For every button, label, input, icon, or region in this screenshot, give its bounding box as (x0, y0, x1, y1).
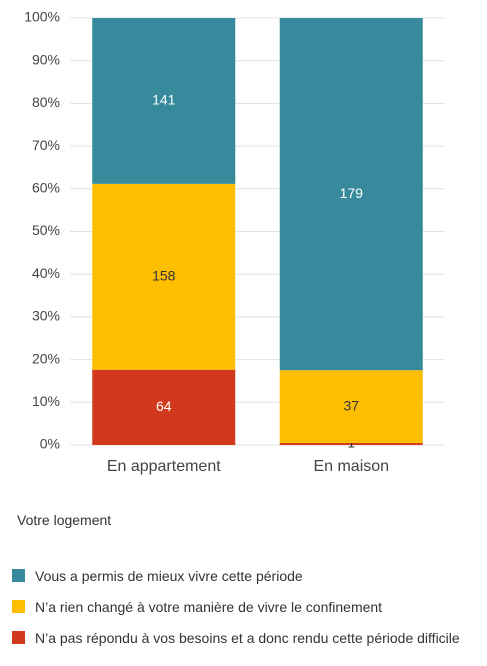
y-tick-label: 10% (32, 393, 60, 409)
bar-segment (92, 369, 236, 445)
x-tick-label: En maison (313, 458, 389, 475)
bar-segment (279, 370, 423, 444)
legend: Vous a permis de mieux vivre cette pério… (12, 566, 482, 659)
legend-swatch (12, 569, 25, 582)
data-label: 37 (343, 397, 359, 413)
y-tick-label: 70% (32, 137, 60, 153)
y-tick-label: 0% (40, 436, 60, 452)
y-tick-label: 20% (32, 350, 60, 366)
bar-segment (279, 443, 423, 445)
bar-segment (279, 18, 423, 371)
legend-label: Vous a permis de mieux vivre cette pério… (35, 568, 303, 584)
data-label: 141 (152, 92, 176, 108)
legend-item: N’a pas répondu à vos besoins et a donc … (12, 628, 482, 648)
chart: 0% 10% 20% 30% 40% 50% 60% 70% 80% 90% 100% 64 158 14… (24, 9, 445, 475)
y-tick-label: 50% (32, 222, 60, 238)
legend-title: Votre logement (17, 512, 112, 528)
data-label: 64 (156, 398, 172, 414)
legend-item: N’a rien changé à votre manière de vivre… (12, 597, 482, 617)
y-tick-label: 60% (32, 180, 60, 196)
legend-swatch (12, 600, 25, 613)
data-label: 158 (152, 267, 176, 283)
legend-label: N’a rien changé à votre manière de vivre… (35, 599, 383, 615)
legend-swatch (12, 631, 25, 644)
bar-segment (92, 18, 236, 184)
legend-label: N’a pas répondu à vos besoins et a donc … (35, 630, 460, 646)
data-label: 179 (340, 185, 364, 201)
bar-segment (92, 183, 236, 370)
x-tick-label: En appartement (107, 458, 221, 475)
y-tick-label: 40% (32, 265, 60, 281)
y-tick-label: 90% (32, 51, 60, 67)
y-tick-label: 30% (32, 308, 60, 324)
legend-item: Vous a permis de mieux vivre cette pério… (12, 566, 482, 586)
y-tick-label: 100% (24, 9, 60, 25)
y-tick-label: 80% (32, 94, 60, 110)
